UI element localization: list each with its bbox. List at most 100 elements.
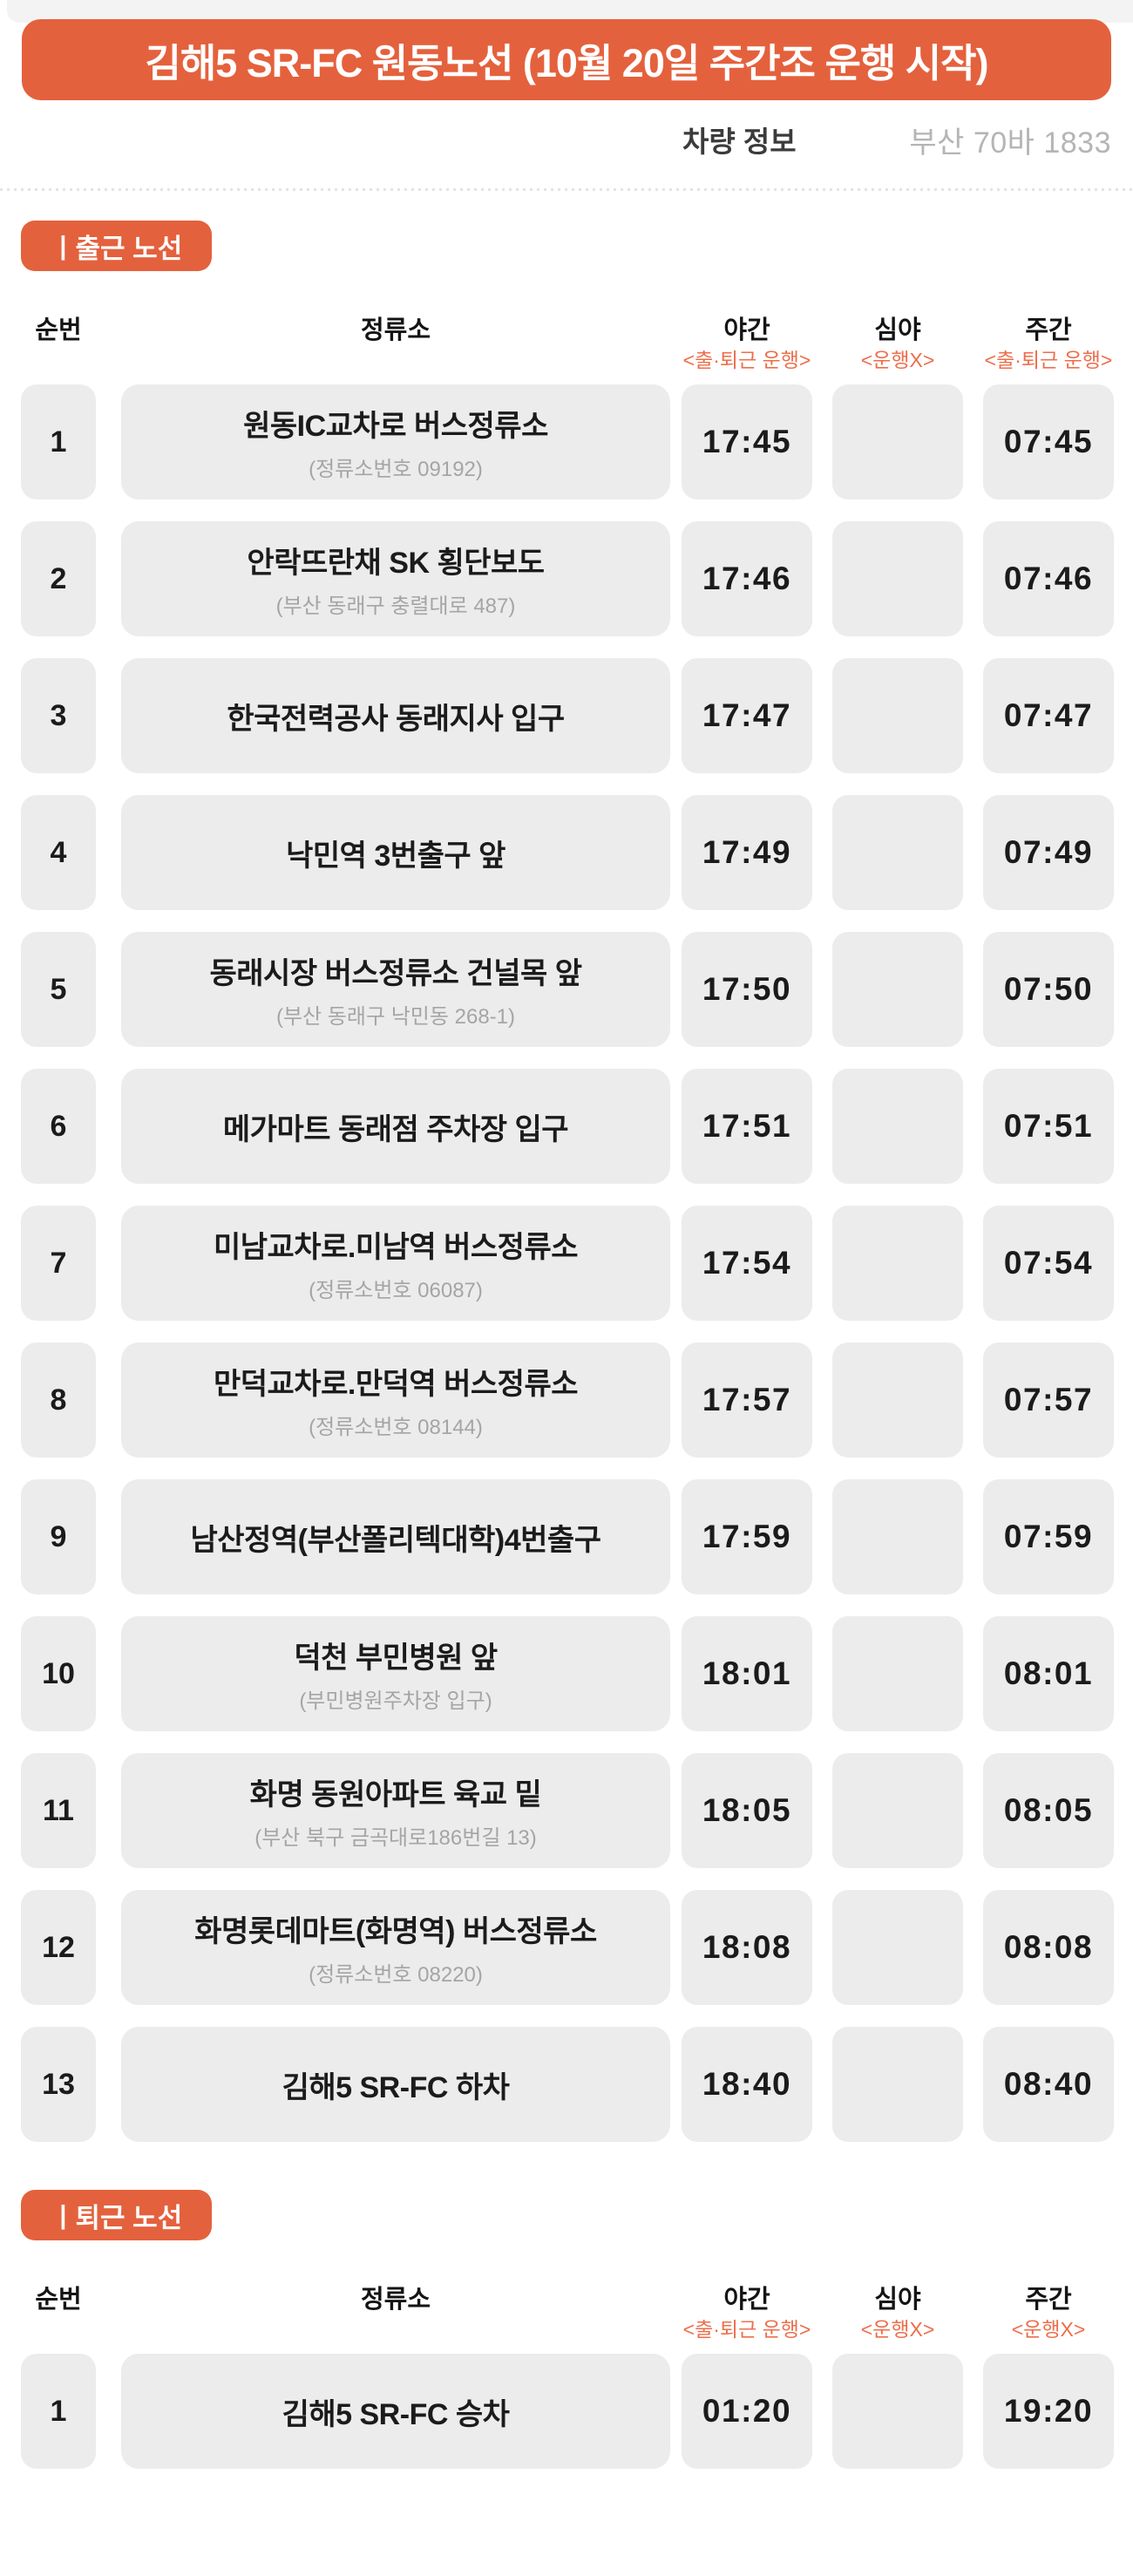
table-subheader-row: <출·퇴근 운행> <운행X> <출·퇴근 운행>	[0, 345, 1133, 371]
day-time: 08:01	[1003, 1655, 1094, 1691]
row-number: 10	[42, 1656, 75, 1690]
table-row: 8 만덕교차로.만덕역 버스정류소 (정류소번호 08144) 17:57 07…	[0, 1342, 1133, 1458]
col-header-station: 정류소	[360, 316, 431, 344]
station-cell: 낙민역 3번출구 앞	[121, 795, 670, 910]
row-number: 7	[50, 1246, 67, 1280]
station-cell: 김해5 SR-FC 승차	[121, 2354, 670, 2469]
table-row: 12 화명롯데마트(화명역) 버스정류소 (정류소번호 08220) 18:08…	[0, 1890, 1133, 2005]
row-number-cell: 9	[21, 1479, 96, 1594]
col-header-station: 정류소	[360, 2286, 431, 2314]
night-time: 17:47	[702, 697, 792, 733]
station-cell: 메가마트 동래점 주차장 입구	[121, 1069, 670, 1184]
day-time: 07:54	[1003, 1245, 1094, 1281]
station-cell: 덕천 부민병원 앞 (부민병원주차장 입구)	[121, 1616, 670, 1731]
table-row: 11 화명 동원아파트 육교 밑 (부산 북구 금곡대로186번길 13) 18…	[0, 1753, 1133, 1868]
subheader-night: <출·퇴근 운행>	[682, 349, 811, 371]
day-time-cell: 07:59	[983, 1479, 1114, 1594]
section-badge-label: ㅣ출근 노선	[51, 233, 183, 264]
subheader-late: <운행X>	[860, 349, 935, 371]
row-number-cell: 7	[21, 1206, 96, 1321]
table-row: 4 낙민역 3번출구 앞 17:49 07:49	[0, 795, 1133, 910]
late-night-time-cell	[832, 658, 963, 773]
night-time-cell: 18:01	[682, 1616, 812, 1731]
row-number-cell: 11	[21, 1753, 96, 1868]
day-time: 19:20	[1003, 2393, 1094, 2429]
late-night-time-cell	[832, 521, 963, 636]
late-night-time-cell	[832, 2027, 963, 2142]
row-number: 3	[50, 698, 67, 732]
day-time-cell: 07:45	[983, 384, 1114, 500]
station-cell: 화명롯데마트(화명역) 버스정류소 (정류소번호 08220)	[121, 1890, 670, 2005]
row-number: 8	[50, 1383, 67, 1417]
stop-rows: 1 김해5 SR-FC 승차 01:20 19:20	[0, 2354, 1133, 2469]
row-number: 12	[42, 1930, 75, 1964]
station-name: 화명 동원아파트 육교 밑	[249, 1778, 542, 1811]
station-sub-info: (부산 동래구 충렬대로 487)	[275, 595, 516, 618]
night-time-cell: 17:59	[682, 1479, 812, 1594]
night-time-cell: 17:57	[682, 1342, 812, 1458]
row-number-cell: 1	[21, 2354, 96, 2469]
day-time: 08:08	[1003, 1929, 1094, 1965]
col-header-seq: 순번	[35, 2286, 82, 2314]
table-row: 9 남산정역(부산폴리텍대학)4번출구 17:59 07:59	[0, 1479, 1133, 1594]
night-time: 17:57	[702, 1382, 792, 1417]
station-name: 만덕교차로.만덕역 버스정류소	[213, 1368, 579, 1401]
station-name: 원동IC교차로 버스정류소	[243, 410, 548, 443]
row-number: 1	[50, 2394, 67, 2428]
col-header-day: 주간	[1025, 316, 1072, 344]
table-row: 1 원동IC교차로 버스정류소 (정류소번호 09192) 17:45 07:4…	[0, 384, 1133, 500]
station-cell: 미남교차로.미남역 버스정류소 (정류소번호 06087)	[121, 1206, 670, 1321]
vehicle-info-label: 차량 정보	[682, 126, 797, 158]
station-cell: 김해5 SR-FC 하차	[121, 2027, 670, 2142]
day-time: 08:05	[1003, 1792, 1094, 1828]
station-sub-info: (정류소번호 09192)	[309, 458, 483, 481]
vehicle-plate-number: 부산 70바 1833	[909, 126, 1111, 160]
subheader-day: <출·퇴근 운행>	[984, 349, 1113, 371]
section-badge-to-work: ㅣ출근 노선	[21, 221, 213, 271]
station-name: 김해5 SR-FC 승차	[282, 2397, 510, 2431]
station-name: 동래시장 버스정류소 건널목 앞	[209, 957, 582, 990]
station-sub-info: (부산 북구 금곡대로186번길 13)	[254, 1826, 537, 1850]
station-name: 메가마트 동래점 주차장 입구	[222, 1112, 569, 1146]
row-number-cell: 5	[21, 932, 96, 1047]
station-name: 화명롯데마트(화명역) 버스정류소	[194, 1915, 597, 1948]
station-sub-info: (정류소번호 06087)	[309, 1279, 483, 1302]
station-cell: 동래시장 버스정류소 건널목 앞 (부산 동래구 낙민동 268-1)	[121, 932, 670, 1047]
late-night-time-cell	[832, 1753, 963, 1868]
table-row: 3 한국전력공사 동래지사 입구 17:47 07:47	[0, 658, 1133, 773]
row-number: 1	[50, 425, 67, 459]
row-number: 9	[50, 1519, 67, 1553]
row-number-cell: 1	[21, 384, 96, 500]
day-time-cell: 07:54	[983, 1206, 1114, 1321]
stop-rows: 1 원동IC교차로 버스정류소 (정류소번호 09192) 17:45 07:4…	[0, 384, 1133, 2142]
route-title-banner: 김해5 SR-FC 원동노선 (10월 20일 주간조 운행 시작)	[22, 19, 1111, 100]
night-time: 18:08	[702, 1929, 792, 1965]
day-time-cell: 07:50	[983, 932, 1114, 1047]
late-night-time-cell	[832, 1479, 963, 1594]
night-time: 18:05	[702, 1792, 792, 1828]
day-time: 07:57	[1003, 1382, 1094, 1417]
station-sub-info: (부산 동래구 낙민동 268-1)	[275, 1005, 515, 1029]
row-number: 2	[50, 561, 67, 595]
row-number-cell: 6	[21, 1069, 96, 1184]
subheader-night: <출·퇴근 운행>	[682, 2318, 811, 2341]
late-night-time-cell	[832, 384, 963, 500]
late-night-time-cell	[832, 1890, 963, 2005]
row-number-cell: 13	[21, 2027, 96, 2142]
day-time-cell: 07:49	[983, 795, 1114, 910]
late-night-time-cell	[832, 1616, 963, 1731]
day-time-cell: 08:40	[983, 2027, 1114, 2142]
late-night-time-cell	[832, 1342, 963, 1458]
table-row: 7 미남교차로.미남역 버스정류소 (정류소번호 06087) 17:54 07…	[0, 1206, 1133, 1321]
night-time: 17:51	[702, 1108, 792, 1144]
night-time-cell: 17:50	[682, 932, 812, 1047]
night-time: 18:01	[702, 1655, 792, 1691]
night-time-cell: 17:47	[682, 658, 812, 773]
section-badge-from-work: ㅣ퇴근 노선	[21, 2190, 213, 2240]
night-time-cell: 17:46	[682, 521, 812, 636]
night-time: 17:50	[702, 971, 792, 1007]
commute-from-work-section: ㅣ퇴근 노선 순번 정류소 야간 심야 주간 <출·퇴근 운행> <운행X> <…	[0, 2190, 1133, 2491]
station-sub-info: (정류소번호 08144)	[309, 1416, 483, 1439]
col-header-night: 야간	[723, 2286, 770, 2314]
route-title: 김해5 SR-FC 원동노선 (10월 20일 주간조 운행 시작)	[145, 41, 988, 85]
